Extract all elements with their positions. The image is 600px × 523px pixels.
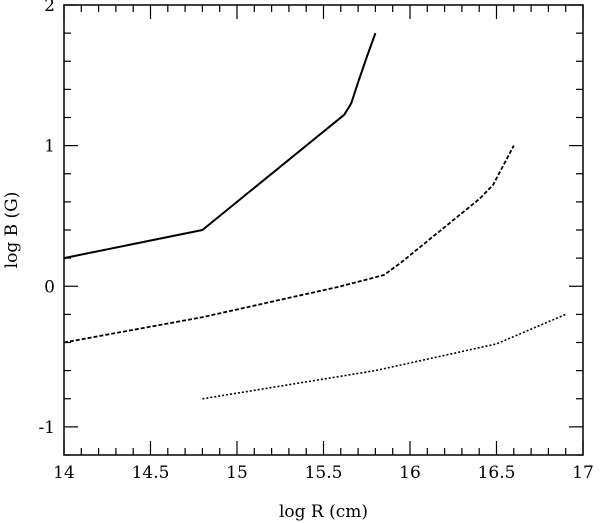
x-axis-title: log R (cm) (279, 502, 368, 522)
x-tick-label: 16.5 (478, 463, 516, 483)
series-1-solid-line (63, 32, 377, 260)
tick-labels: 14 14.5 15 15.5 16 16.5 17 -1 0 1 2 (38, 0, 593, 483)
series-group (63, 32, 567, 400)
y-tick-label: 2 (44, 0, 55, 16)
series-2-dashed-line (63, 145, 515, 344)
y-axis-title: log B (G) (2, 192, 22, 269)
x-tick-label: 14 (53, 463, 75, 483)
x-tick-label: 15.5 (305, 463, 343, 483)
axis-ticks (63, 4, 584, 456)
x-tick-label: 16 (399, 463, 421, 483)
y-tick-label: 0 (44, 277, 55, 297)
x-tick-label: 15 (226, 463, 248, 483)
plot-frame (63, 4, 584, 456)
x-tick-label: 17 (572, 463, 594, 483)
x-tick-label: 14.5 (132, 463, 170, 483)
y-tick-label: -1 (38, 418, 55, 438)
series-3-dotted-line (202, 313, 567, 400)
y-tick-label: 1 (44, 137, 55, 157)
